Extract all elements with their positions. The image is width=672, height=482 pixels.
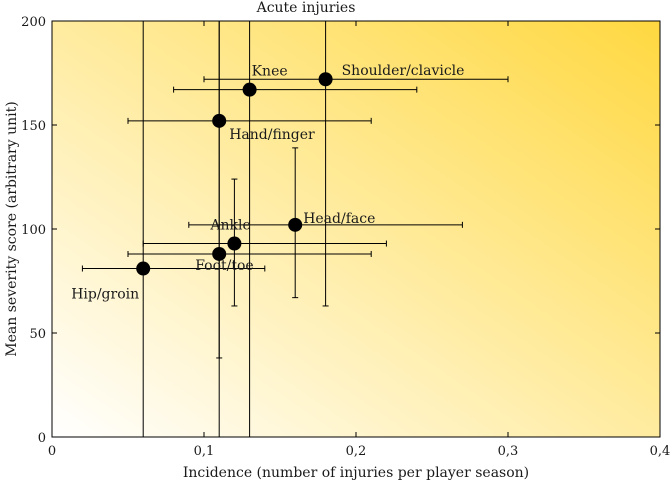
data-point [318,72,333,87]
chart-title: Acute injuries [256,0,356,16]
data-point [212,113,227,128]
point-label: Knee [252,64,288,80]
x-axis-title: Incidence (number of injuries per player… [183,465,529,481]
point-label: Foot/toe [195,258,254,274]
x-tick-label: 0,1 [194,444,215,459]
x-axis-ticks: 0 0,1 0,2 0,3 0,4 [48,21,670,459]
data-point [227,236,242,251]
x-tick-label: 0 [48,444,56,459]
x-tick-label: 0,2 [346,444,367,459]
x-tick-label: 0,4 [650,444,671,459]
data-point [288,217,303,232]
y-tick-label: 100 [21,223,46,238]
data-point [212,246,227,261]
point-label: Ankle [209,218,250,234]
point-label: Head/face [303,211,375,227]
error-bar [203,21,509,307]
y-tick-label: 0 [38,431,46,446]
point-label: Hip/groin [71,287,139,303]
error-bar [127,21,372,359]
y-tick-label: 200 [21,15,46,30]
y-tick-label: 150 [21,119,46,134]
error-bars [81,21,509,437]
data-points [136,72,333,276]
plot-background [52,21,660,437]
point-label: Hand/finger [229,127,315,143]
data-point [242,82,257,97]
x-tick-label: 0,3 [498,444,519,459]
data-point [136,261,151,276]
y-tick-label: 50 [29,327,46,342]
error-bar [81,21,266,437]
point-labels: Knee Shoulder/clavicle Hand/finger Head/fac… [71,63,464,302]
y-axis-title: Mean severity score (arbitrary unit) [4,101,20,356]
point-label: Shoulder/clavicle [342,63,465,79]
y-axis-ticks: 0 50 100 150 200 [21,15,660,446]
